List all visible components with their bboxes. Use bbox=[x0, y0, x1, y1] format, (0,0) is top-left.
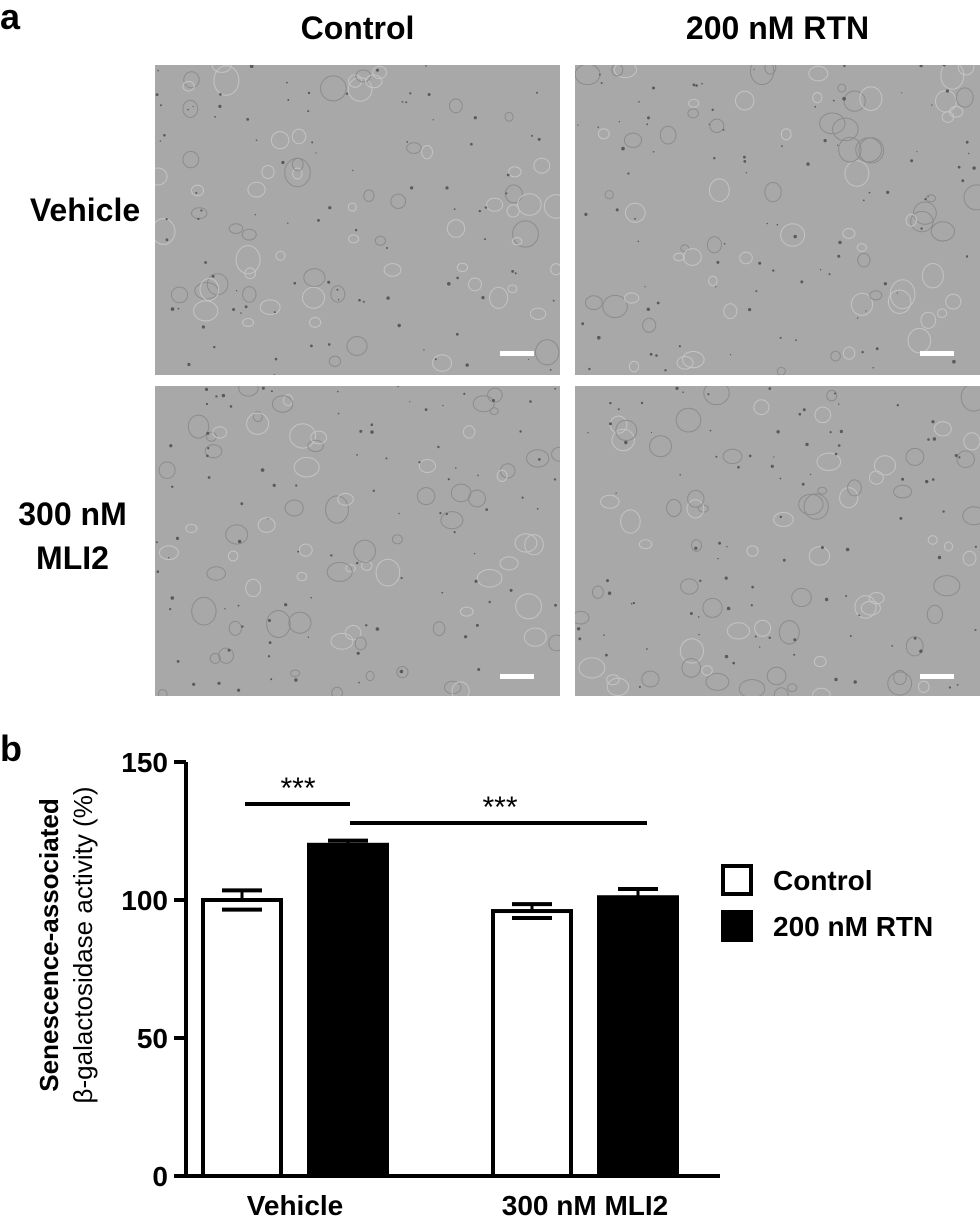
bar bbox=[201, 898, 283, 1178]
x-tick-label: Vehicle bbox=[247, 1190, 344, 1221]
scale-bar bbox=[920, 674, 954, 679]
legend: Control 200 nM RTN bbox=[721, 864, 933, 942]
x-tick-label: 300 nM MLI2 bbox=[502, 1190, 668, 1221]
row-label-mli2-line2: MLI2 bbox=[36, 540, 109, 576]
micrograph-texture bbox=[155, 65, 560, 375]
y-tick-label: 0 bbox=[152, 1161, 168, 1192]
scale-bar bbox=[500, 351, 534, 356]
scale-bar bbox=[500, 674, 534, 679]
y-axis-label-line1: Senescence-associated bbox=[34, 798, 64, 1091]
row-label-vehicle-line1: Vehicle bbox=[29, 192, 141, 228]
panel-a-letter: a bbox=[0, 0, 21, 37]
significance-annotations: *** *** bbox=[245, 772, 647, 825]
panel-b-letter: b bbox=[0, 728, 22, 769]
bar-chart: Senescence-associated β-galactosidase ac… bbox=[34, 747, 933, 1221]
legend-swatch bbox=[721, 910, 753, 942]
micrograph-vehicle-rtn bbox=[575, 65, 980, 375]
row-label-mli2: 300 nM MLI2 bbox=[0, 492, 145, 580]
y-tick-label: 100 bbox=[121, 885, 168, 916]
micrograph-texture bbox=[156, 386, 560, 696]
micrograph-vehicle-control bbox=[155, 65, 560, 375]
bar bbox=[597, 895, 679, 1179]
significance-label: *** bbox=[482, 791, 517, 824]
micrograph-mli2-control bbox=[155, 386, 560, 696]
y-axis-label-line2: β-galactosidase activity (%) bbox=[68, 787, 98, 1104]
legend-swatch bbox=[721, 864, 753, 896]
column-label-rtn: 200 nM RTN bbox=[685, 10, 870, 46]
legend-label: 200 nM RTN bbox=[773, 911, 933, 942]
legend-label: Control bbox=[773, 865, 873, 896]
bars: Vehicle 300 nM MLI2 bbox=[201, 838, 679, 1221]
micrograph-texture bbox=[575, 386, 980, 696]
column-label-control: Control bbox=[300, 10, 415, 46]
bar bbox=[307, 842, 389, 1179]
scale-bar bbox=[920, 351, 954, 356]
y-tick-label: 50 bbox=[137, 1023, 168, 1054]
micrograph-mli2-rtn bbox=[575, 386, 980, 696]
bar bbox=[491, 909, 573, 1178]
micrograph-texture bbox=[575, 65, 980, 375]
y-tick-label: 150 bbox=[121, 747, 168, 778]
row-label-mli2-line1: 300 nM bbox=[18, 496, 127, 532]
row-label-vehicle: Vehicle bbox=[0, 188, 170, 232]
significance-label: *** bbox=[280, 772, 315, 805]
